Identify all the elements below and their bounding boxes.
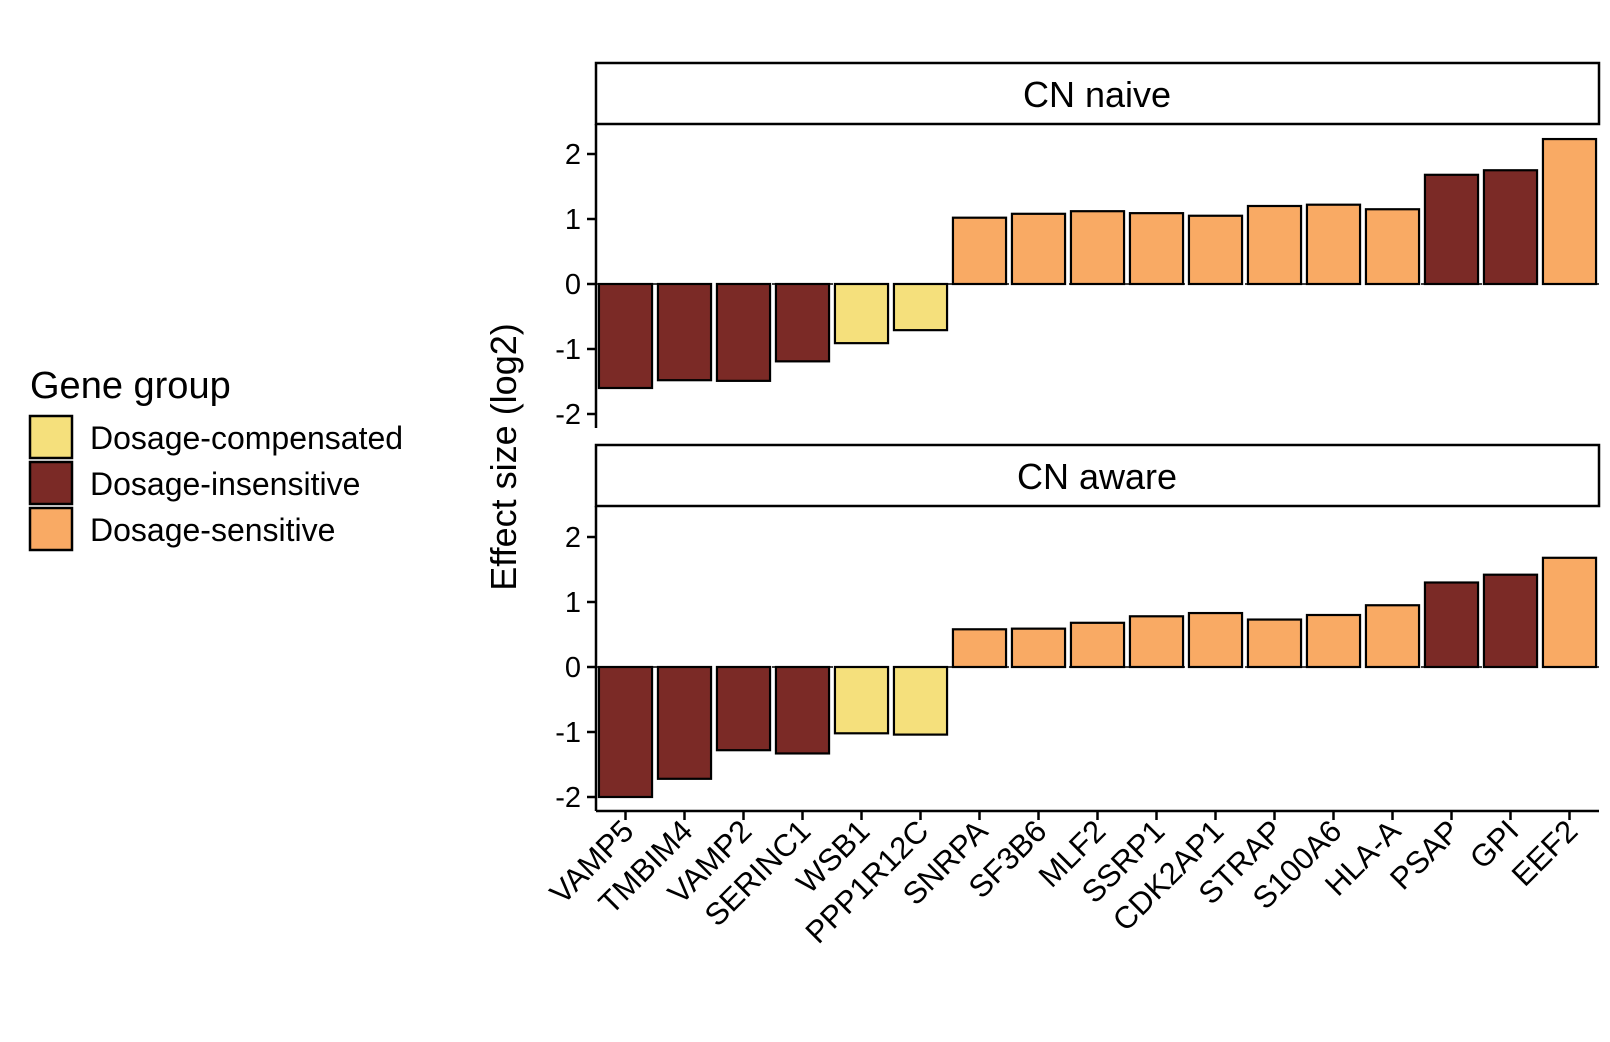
bar-cn-aware-eef2 [1541,556,1598,669]
legend-swatch-dosage-insensitive [28,460,74,506]
legend-item-dosage-compensated: Dosage-compensated [28,414,403,460]
x-tick-label-psap: PSAP [1383,813,1466,896]
bar-cn-naive-serinc1 [774,282,831,363]
bar-cn-aware-cdk2ap1 [1187,611,1244,669]
bar-cn-naive-psap [1423,173,1480,286]
legend-item-dosage-sensitive: Dosage-sensitive [28,506,335,552]
legend-label-dosage-insensitive: Dosage-insensitive [90,466,360,502]
bar-cn-naive-mlf2 [1069,210,1126,286]
bar-cn-aware-s100a6 [1305,613,1362,669]
legend-swatch-dosage-sensitive [28,506,74,552]
legend-label-dosage-sensitive: Dosage-sensitive [90,512,335,548]
bar-cn-aware-vamp5 [597,665,654,799]
strip-label-cn-aware: CN aware [1017,456,1177,497]
bar-cn-aware-ssrp1 [1128,615,1185,669]
y-tick-label-cn-aware-2: 2 [565,522,581,554]
bar-cn-naive-gpi [1482,169,1539,286]
bar-cn-naive-hla-a [1364,208,1421,286]
bar-cn-aware-serinc1 [774,665,831,755]
plot-area-cn-naive: -2 -1 0 1 2 [555,124,1599,431]
bar-cn-aware-tmbim4 [656,665,713,780]
bar-cn-aware-psap [1423,581,1480,669]
strip-cn-naive [594,61,1601,126]
y-tick-label-cn-aware-0: 0 [565,652,581,684]
bar-cn-naive-s100a6 [1305,203,1362,286]
bar-cn-aware-hla-a [1364,604,1421,669]
y-tick-label-cn-naive-2: 2 [565,139,581,171]
bar-cn-naive-vamp2 [715,282,772,382]
bar-cn-naive-wsb1 [833,282,890,345]
y-tick-label-cn-aware--1: -1 [555,717,581,749]
y-tick-label-cn-naive--2: -2 [555,399,581,431]
bar-cn-naive-eef2 [1541,137,1598,286]
bar-cn-naive-cdk2ap1 [1187,214,1244,286]
plot-area-cn-aware: -2 -1 0 1 2 [555,506,1599,814]
y-tick-label-cn-aware--2: -2 [555,782,581,814]
y-axis-title: Effect size (log2) [483,323,524,590]
bar-cn-naive-ppp1r12c [892,282,949,332]
bar-cn-aware-vamp2 [715,665,772,752]
bar-cn-aware-snrpa [951,628,1008,669]
bar-cn-naive-ssrp1 [1128,212,1185,286]
panel-cn-naive: CN naive -2 -1 0 1 2 [555,61,1601,431]
y-tick-label-cn-naive-0: 0 [565,269,581,301]
bar-cn-naive-strap [1246,204,1303,286]
y-tick-label-cn-naive-1: 1 [565,204,581,236]
bar-cn-naive-tmbim4 [656,282,713,382]
strip-cn-aware [594,443,1601,508]
legend-title: Gene group [30,365,231,407]
x-axis-labels: VAMP5TMBIM4VAMP2SERINC1WSB1PPP1R12CSNRPA… [543,811,1584,950]
strip-label-cn-naive: CN naive [1023,74,1171,115]
bar-cn-naive-vamp5 [597,282,654,390]
bar-cn-aware-ppp1r12c [892,665,949,736]
bar-cn-aware-wsb1 [833,665,890,735]
bar-cn-naive-sf3b6 [1010,212,1067,286]
legend: Gene group Dosage-compensated Dosage-ins… [28,365,403,552]
legend-swatch-dosage-compensated [28,414,74,460]
bar-cn-aware-strap [1246,618,1303,669]
bar-cn-naive-snrpa [951,216,1008,286]
y-tick-label-cn-aware-1: 1 [565,587,581,619]
bar-cn-aware-sf3b6 [1010,627,1067,669]
y-tick-label-cn-naive--1: -1 [555,334,581,366]
bar-cn-aware-mlf2 [1069,621,1126,669]
legend-item-dosage-insensitive: Dosage-insensitive [28,460,360,506]
panel-cn-aware: CN aware -2 -1 0 1 2 [555,443,1601,814]
bar-cn-aware-gpi [1482,573,1539,669]
legend-label-dosage-compensated: Dosage-compensated [90,420,403,456]
x-tick-label-eef2: EEF2 [1505,813,1585,893]
